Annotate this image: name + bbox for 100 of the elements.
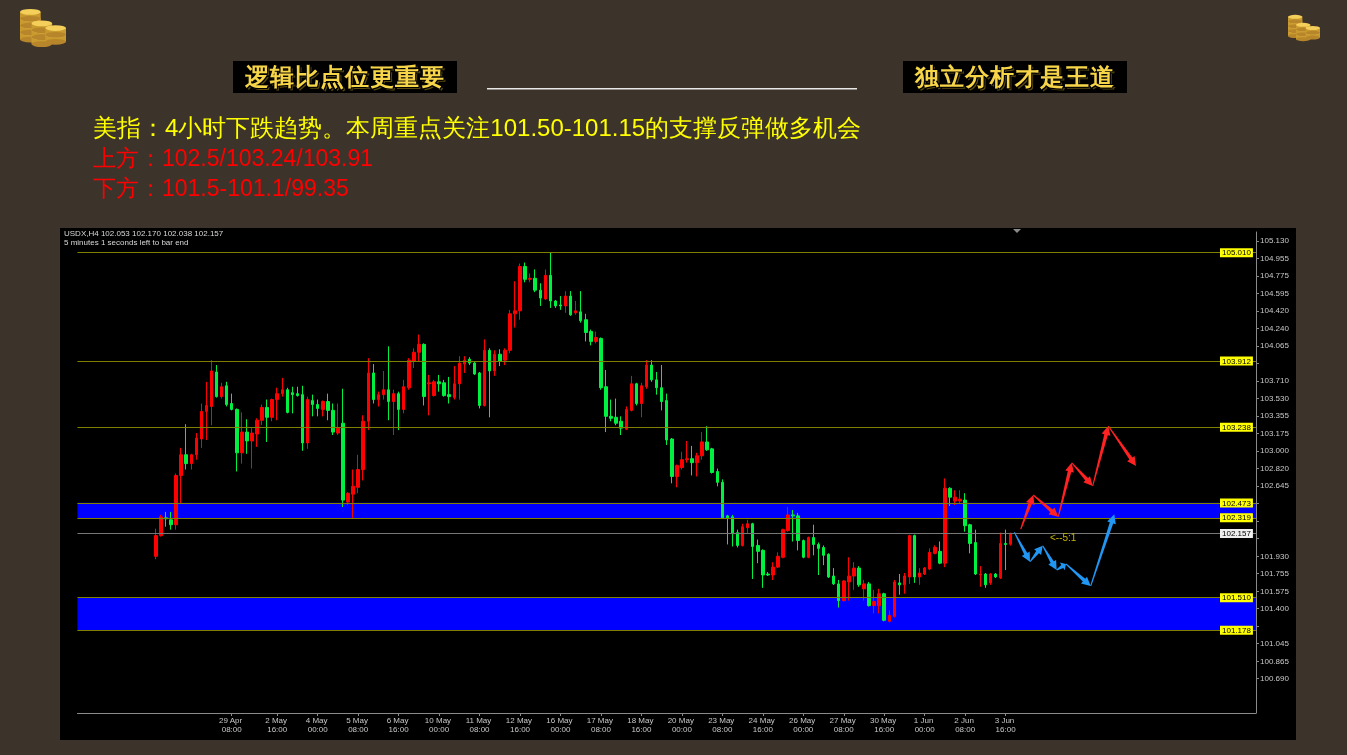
candlestick — [265, 399, 269, 443]
y-tick-label: 104.955 — [1260, 253, 1290, 263]
candlestick — [665, 393, 668, 446]
candlestick — [867, 581, 871, 608]
chart-title: 美指：4小时下跌趋势。本周重点关注101.50-101.15的支撑反弹做多机会 — [93, 114, 862, 141]
candlestick — [301, 385, 304, 452]
candlestick — [498, 348, 502, 367]
candlestick — [336, 403, 340, 436]
candlestick — [453, 365, 456, 401]
candlestick — [802, 539, 805, 559]
x-tick-label: 16 May 00:00 — [546, 716, 575, 734]
candlestick — [559, 295, 562, 311]
candlestick — [245, 418, 249, 455]
y-tick-label: 100.690 — [1260, 674, 1290, 683]
candlestick — [650, 359, 653, 383]
y-tick-label: 104.065 — [1260, 341, 1290, 351]
candlestick — [195, 432, 198, 461]
candlestick — [281, 377, 284, 398]
candlestick — [422, 342, 426, 406]
x-tick-label: 17 May 08:00 — [586, 716, 616, 734]
candlestick — [862, 579, 866, 602]
candlestick — [979, 565, 982, 588]
candlestick — [473, 360, 476, 376]
candlestick — [554, 299, 557, 309]
annotation: USDX,H4 102.053 102.170 102.038 102.157 — [64, 229, 224, 238]
candlestick — [812, 524, 815, 556]
candlestick — [918, 567, 921, 586]
candlestick — [984, 572, 987, 589]
x-tick-label: 30 May 16:00 — [869, 716, 899, 734]
annotation: <--5:1 — [1050, 532, 1077, 543]
ref-line-label: 103.238 — [1222, 422, 1252, 432]
candlestick — [923, 566, 926, 576]
candlestick — [837, 579, 840, 609]
candlestick — [402, 379, 405, 414]
x-tick-label: 18 May 16:00 — [627, 716, 656, 734]
y-tick-label: 104.595 — [1260, 289, 1290, 299]
candlestick — [382, 370, 385, 401]
candlestick — [225, 381, 228, 407]
text: 独立分析才是王道 — [903, 61, 1127, 93]
candlestick — [832, 567, 835, 586]
candlestick — [392, 389, 395, 436]
candlestick — [660, 364, 663, 411]
x-tick-label: 6 May 16:00 — [386, 716, 411, 734]
y-tick-label: 103.175 — [1260, 429, 1290, 439]
candlestick — [169, 511, 173, 531]
candlestick — [544, 268, 547, 301]
candlestick — [215, 364, 218, 399]
candlestick — [549, 252, 552, 309]
text: 逻辑比点位更重要 — [233, 61, 457, 93]
x-tick-label: 3 Jun 16:00 — [994, 716, 1017, 734]
ref-line-label: 105.010 — [1222, 248, 1252, 258]
candlestick — [539, 282, 542, 307]
candlestick — [387, 345, 390, 421]
candlestick — [372, 363, 375, 404]
y-tick-label: 101.400 — [1260, 604, 1290, 614]
candlestick — [321, 400, 325, 417]
candlestick — [483, 338, 486, 407]
candlestick — [306, 396, 309, 450]
annotation: 5 minutes 1 seconds left to bar end — [64, 238, 189, 247]
candlestick — [746, 519, 749, 535]
x-tick-label: 20 May 00:00 — [667, 716, 697, 734]
candlestick — [888, 609, 891, 623]
candlestick — [569, 290, 572, 317]
candlestick — [240, 411, 244, 465]
y-tick-label: 101.045 — [1260, 639, 1290, 649]
candlestick — [716, 468, 719, 487]
ref-line-label: 102.473 — [1222, 498, 1252, 508]
x-tick-label: 2 Jun 08:00 — [954, 716, 977, 734]
candlestick — [751, 522, 754, 580]
candlestick — [594, 331, 598, 344]
y-tick-label: 102.820 — [1260, 464, 1290, 474]
x-tick-label: 2 May 16:00 — [265, 716, 290, 734]
candlestick — [367, 357, 370, 431]
ref-line-label: 102.319 — [1222, 513, 1252, 523]
x-tick-label: 29 Apr 08:00 — [219, 716, 245, 734]
y-tick-label: 100.865 — [1260, 656, 1290, 666]
candlestick — [311, 394, 314, 417]
candlestick — [630, 375, 633, 412]
candlestick — [989, 572, 992, 586]
candlestick — [670, 437, 674, 484]
candlestick — [943, 477, 947, 568]
x-tick-label: 11 May 08:00 — [465, 716, 494, 734]
candlestick — [903, 572, 906, 595]
candlestick — [341, 388, 345, 508]
candlestick — [857, 565, 861, 588]
candlestick — [974, 529, 977, 576]
ref-line-label: 101.510 — [1222, 593, 1252, 603]
candlestick — [640, 382, 643, 418]
candlestick — [200, 403, 203, 449]
y-tick-label: 101.575 — [1260, 586, 1290, 596]
candlestick — [478, 371, 481, 409]
x-tick-label: 10 May 00:00 — [424, 716, 454, 734]
ref-line-label: 103.912 — [1222, 356, 1252, 366]
y-tick-label: 101.930 — [1260, 551, 1290, 561]
candlestick — [316, 399, 319, 417]
candlestick — [488, 347, 491, 418]
y-tick-label: 104.420 — [1260, 306, 1290, 316]
y-tick-label: 103.710 — [1260, 376, 1290, 386]
candlestick — [928, 547, 931, 571]
candlestick — [528, 272, 532, 283]
